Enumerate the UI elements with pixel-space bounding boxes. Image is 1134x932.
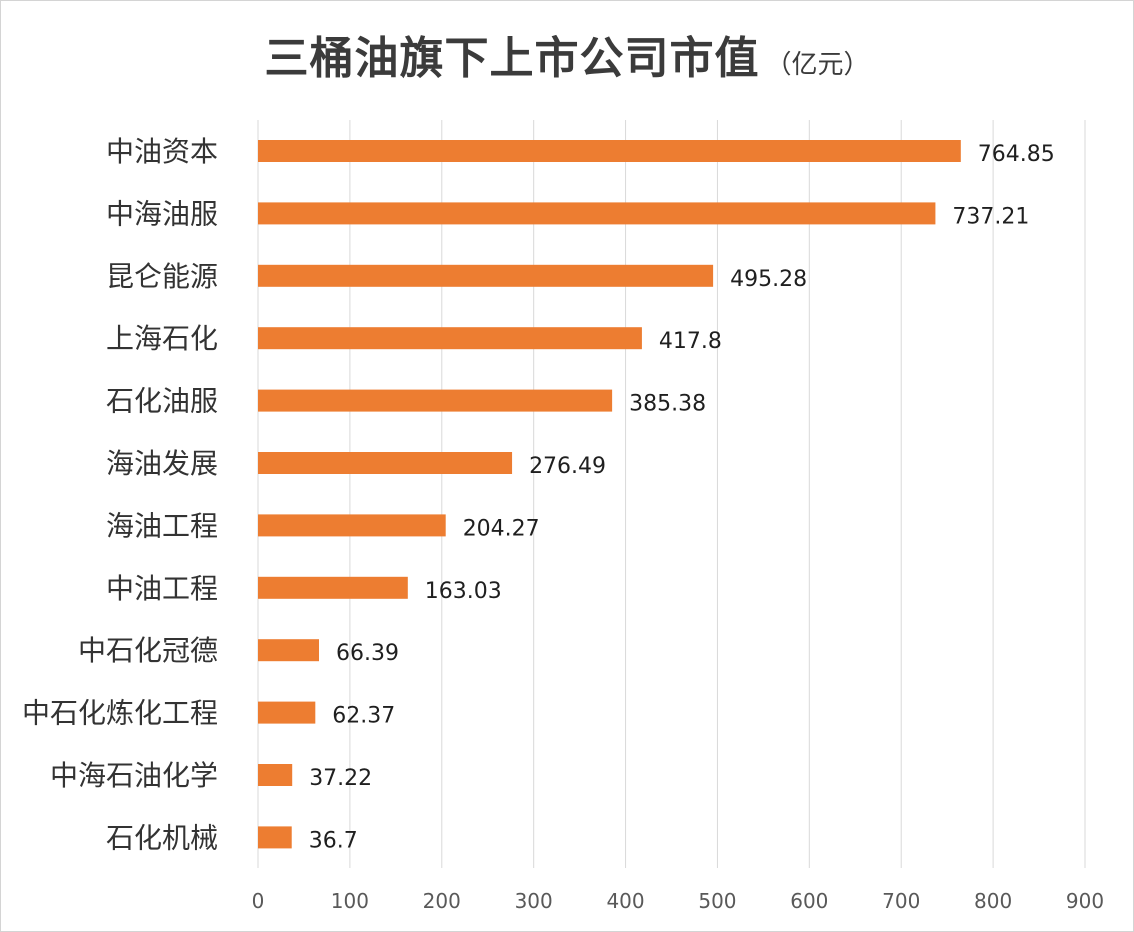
- category-label: 上海石化: [106, 322, 218, 355]
- value-label: 66.39: [336, 641, 399, 666]
- value-label: 163.03: [425, 579, 502, 604]
- bar: [258, 202, 936, 225]
- x-tick-label: 200: [423, 889, 461, 913]
- bar: [258, 701, 316, 724]
- category-label: 中石化冠德: [78, 634, 218, 667]
- value-label: 385.38: [629, 392, 706, 417]
- x-tick-label: 600: [790, 889, 828, 913]
- category-label: 中海油服: [106, 197, 218, 230]
- category-label: 昆仑能源: [106, 260, 218, 293]
- category-label: 中海石油化学: [50, 759, 218, 792]
- chart-title-unit: （亿元）: [765, 50, 870, 80]
- category-label: 海油发展: [106, 447, 218, 480]
- bar: [258, 576, 408, 599]
- value-label: 495.28: [730, 267, 807, 292]
- bar: [258, 264, 714, 287]
- category-label: 中油工程: [106, 572, 218, 605]
- category-label: 石化油服: [106, 385, 218, 418]
- bar: [258, 764, 293, 786]
- x-tick-label: 700: [882, 889, 920, 913]
- value-label: 276.49: [529, 454, 606, 479]
- bar: [258, 639, 320, 662]
- category-label: 海油工程: [106, 509, 218, 542]
- bar: [258, 327, 642, 350]
- value-label: 37.22: [309, 766, 372, 791]
- x-tick-label: 800: [974, 889, 1012, 913]
- value-label: 36.7: [309, 828, 358, 853]
- bar: [258, 514, 446, 537]
- x-tick-label: 900: [1066, 889, 1104, 913]
- bar: [258, 452, 513, 474]
- bar: [258, 826, 292, 849]
- value-label: 204.27: [463, 516, 540, 541]
- value-label: 764.85: [978, 142, 1055, 167]
- category-label: 中油资本: [106, 135, 218, 168]
- x-tick-label: 400: [606, 889, 644, 913]
- bar: [258, 389, 613, 412]
- value-label: 62.37: [332, 704, 395, 729]
- value-label: 417.8: [659, 329, 722, 354]
- x-tick-label: 0: [252, 889, 265, 913]
- x-tick-label: 300: [515, 889, 553, 913]
- bar: [258, 140, 961, 162]
- value-label: 737.21: [952, 204, 1029, 229]
- x-tick-label: 500: [698, 889, 736, 913]
- category-label: 石化机械: [106, 821, 218, 854]
- chart-title: 三桶油旗下上市公司市值 （亿元）: [0, 22, 1134, 86]
- x-tick-label: 100: [331, 889, 369, 913]
- chart-title-main: 三桶油旗下上市公司市值: [264, 33, 760, 84]
- category-label: 中石化炼化工程: [22, 697, 218, 730]
